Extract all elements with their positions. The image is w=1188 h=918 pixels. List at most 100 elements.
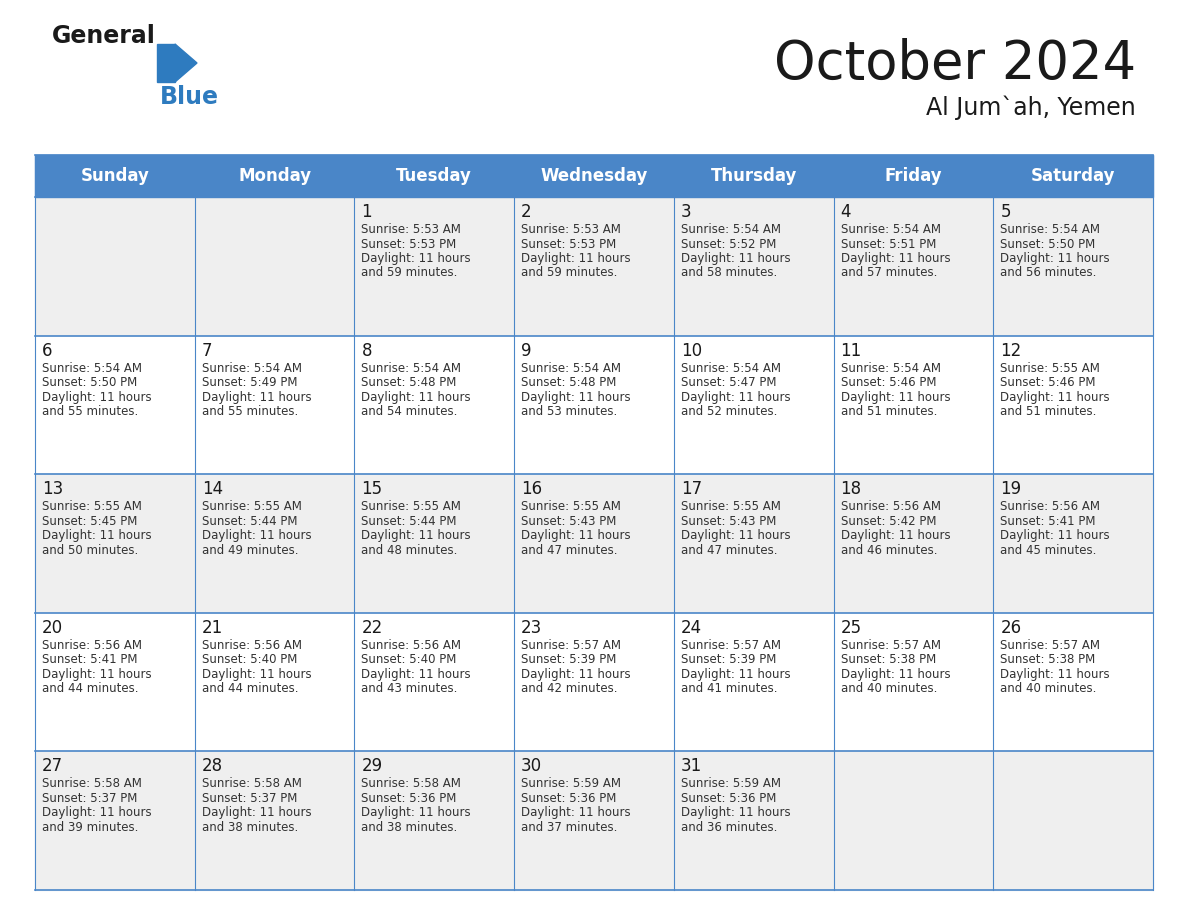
Text: General: General — [52, 24, 156, 48]
Text: Daylight: 11 hours: Daylight: 11 hours — [841, 667, 950, 681]
Text: Daylight: 11 hours: Daylight: 11 hours — [841, 252, 950, 265]
Text: Sunset: 5:53 PM: Sunset: 5:53 PM — [522, 238, 617, 251]
Text: October 2024: October 2024 — [773, 38, 1136, 90]
Text: and 40 minutes.: and 40 minutes. — [1000, 682, 1097, 695]
Text: Daylight: 11 hours: Daylight: 11 hours — [681, 390, 790, 404]
Text: Sunset: 5:52 PM: Sunset: 5:52 PM — [681, 238, 776, 251]
Text: Sunset: 5:38 PM: Sunset: 5:38 PM — [841, 654, 936, 666]
Text: Sunrise: 5:57 AM: Sunrise: 5:57 AM — [841, 639, 941, 652]
Bar — [34, 613, 1154, 752]
Text: Daylight: 11 hours: Daylight: 11 hours — [1000, 529, 1110, 543]
Text: 4: 4 — [841, 203, 851, 221]
Text: Sunset: 5:39 PM: Sunset: 5:39 PM — [681, 654, 776, 666]
Text: Monday: Monday — [238, 167, 311, 185]
Text: 18: 18 — [841, 480, 861, 498]
Text: and 44 minutes.: and 44 minutes. — [202, 682, 298, 695]
Text: Sunrise: 5:58 AM: Sunrise: 5:58 AM — [361, 778, 461, 790]
Text: Sunset: 5:43 PM: Sunset: 5:43 PM — [522, 515, 617, 528]
Text: 8: 8 — [361, 341, 372, 360]
Text: Sunrise: 5:55 AM: Sunrise: 5:55 AM — [1000, 362, 1100, 375]
Text: and 44 minutes.: and 44 minutes. — [42, 682, 139, 695]
Text: Sunset: 5:36 PM: Sunset: 5:36 PM — [681, 792, 776, 805]
Text: Daylight: 11 hours: Daylight: 11 hours — [681, 667, 790, 681]
Text: 5: 5 — [1000, 203, 1011, 221]
Text: Sunrise: 5:54 AM: Sunrise: 5:54 AM — [841, 223, 941, 236]
Text: and 55 minutes.: and 55 minutes. — [202, 405, 298, 418]
Text: 19: 19 — [1000, 480, 1022, 498]
Text: 9: 9 — [522, 341, 532, 360]
Text: Sunrise: 5:54 AM: Sunrise: 5:54 AM — [522, 362, 621, 375]
Text: Friday: Friday — [885, 167, 942, 185]
Text: and 53 minutes.: and 53 minutes. — [522, 405, 618, 418]
Text: Daylight: 11 hours: Daylight: 11 hours — [522, 390, 631, 404]
Text: Sunrise: 5:54 AM: Sunrise: 5:54 AM — [202, 362, 302, 375]
Text: and 51 minutes.: and 51 minutes. — [841, 405, 937, 418]
Text: and 37 minutes.: and 37 minutes. — [522, 821, 618, 834]
Text: Sunset: 5:44 PM: Sunset: 5:44 PM — [202, 515, 297, 528]
Text: Daylight: 11 hours: Daylight: 11 hours — [42, 806, 152, 820]
Text: and 45 minutes.: and 45 minutes. — [1000, 543, 1097, 556]
Text: 11: 11 — [841, 341, 861, 360]
Text: Sunrise: 5:56 AM: Sunrise: 5:56 AM — [361, 639, 461, 652]
Text: and 43 minutes.: and 43 minutes. — [361, 682, 457, 695]
Text: Daylight: 11 hours: Daylight: 11 hours — [202, 529, 311, 543]
Text: Daylight: 11 hours: Daylight: 11 hours — [681, 806, 790, 820]
Text: Sunset: 5:41 PM: Sunset: 5:41 PM — [42, 654, 138, 666]
Text: Sunset: 5:40 PM: Sunset: 5:40 PM — [361, 654, 457, 666]
Text: 24: 24 — [681, 619, 702, 637]
Text: Sunrise: 5:54 AM: Sunrise: 5:54 AM — [681, 362, 781, 375]
Text: Sunset: 5:45 PM: Sunset: 5:45 PM — [42, 515, 138, 528]
Text: Daylight: 11 hours: Daylight: 11 hours — [522, 806, 631, 820]
Text: Sunset: 5:41 PM: Sunset: 5:41 PM — [1000, 515, 1095, 528]
Text: Sunrise: 5:55 AM: Sunrise: 5:55 AM — [681, 500, 781, 513]
Text: Sunday: Sunday — [81, 167, 150, 185]
Polygon shape — [175, 44, 197, 82]
Text: 7: 7 — [202, 341, 213, 360]
Text: 1: 1 — [361, 203, 372, 221]
Text: Daylight: 11 hours: Daylight: 11 hours — [42, 390, 152, 404]
Bar — [34, 336, 1154, 475]
Text: Sunrise: 5:53 AM: Sunrise: 5:53 AM — [522, 223, 621, 236]
Text: Sunrise: 5:55 AM: Sunrise: 5:55 AM — [361, 500, 461, 513]
Text: Sunrise: 5:56 AM: Sunrise: 5:56 AM — [42, 639, 143, 652]
Text: Sunrise: 5:58 AM: Sunrise: 5:58 AM — [42, 778, 141, 790]
Text: Sunset: 5:39 PM: Sunset: 5:39 PM — [522, 654, 617, 666]
Text: Daylight: 11 hours: Daylight: 11 hours — [522, 252, 631, 265]
Text: Daylight: 11 hours: Daylight: 11 hours — [42, 529, 152, 543]
Text: Sunset: 5:44 PM: Sunset: 5:44 PM — [361, 515, 457, 528]
Text: Daylight: 11 hours: Daylight: 11 hours — [361, 252, 472, 265]
Text: Sunrise: 5:54 AM: Sunrise: 5:54 AM — [841, 362, 941, 375]
Text: Sunset: 5:50 PM: Sunset: 5:50 PM — [42, 376, 138, 389]
Text: Daylight: 11 hours: Daylight: 11 hours — [202, 806, 311, 820]
Bar — [157, 44, 175, 82]
Text: Sunset: 5:36 PM: Sunset: 5:36 PM — [522, 792, 617, 805]
Text: Sunrise: 5:54 AM: Sunrise: 5:54 AM — [1000, 223, 1100, 236]
Text: and 51 minutes.: and 51 minutes. — [1000, 405, 1097, 418]
Text: and 38 minutes.: and 38 minutes. — [202, 821, 298, 834]
Text: and 50 minutes.: and 50 minutes. — [42, 543, 138, 556]
Text: Sunrise: 5:56 AM: Sunrise: 5:56 AM — [1000, 500, 1100, 513]
Text: and 52 minutes.: and 52 minutes. — [681, 405, 777, 418]
Text: and 48 minutes.: and 48 minutes. — [361, 543, 457, 556]
Text: Daylight: 11 hours: Daylight: 11 hours — [522, 529, 631, 543]
Text: Sunset: 5:50 PM: Sunset: 5:50 PM — [1000, 238, 1095, 251]
Text: Tuesday: Tuesday — [397, 167, 472, 185]
Text: Daylight: 11 hours: Daylight: 11 hours — [361, 806, 472, 820]
Text: Sunset: 5:43 PM: Sunset: 5:43 PM — [681, 515, 776, 528]
Text: 30: 30 — [522, 757, 542, 776]
Text: Sunrise: 5:55 AM: Sunrise: 5:55 AM — [42, 500, 141, 513]
Text: and 57 minutes.: and 57 minutes. — [841, 266, 937, 279]
Text: Sunset: 5:53 PM: Sunset: 5:53 PM — [361, 238, 456, 251]
Text: Daylight: 11 hours: Daylight: 11 hours — [202, 390, 311, 404]
Text: and 36 minutes.: and 36 minutes. — [681, 821, 777, 834]
Text: Sunset: 5:51 PM: Sunset: 5:51 PM — [841, 238, 936, 251]
Text: Sunrise: 5:54 AM: Sunrise: 5:54 AM — [361, 362, 461, 375]
Text: Sunset: 5:36 PM: Sunset: 5:36 PM — [361, 792, 457, 805]
Text: Sunset: 5:48 PM: Sunset: 5:48 PM — [361, 376, 457, 389]
Text: Sunset: 5:37 PM: Sunset: 5:37 PM — [42, 792, 138, 805]
Text: Daylight: 11 hours: Daylight: 11 hours — [841, 390, 950, 404]
Text: Sunset: 5:49 PM: Sunset: 5:49 PM — [202, 376, 297, 389]
Text: Sunrise: 5:57 AM: Sunrise: 5:57 AM — [522, 639, 621, 652]
Text: Sunrise: 5:59 AM: Sunrise: 5:59 AM — [681, 778, 781, 790]
Bar — [34, 197, 1154, 336]
